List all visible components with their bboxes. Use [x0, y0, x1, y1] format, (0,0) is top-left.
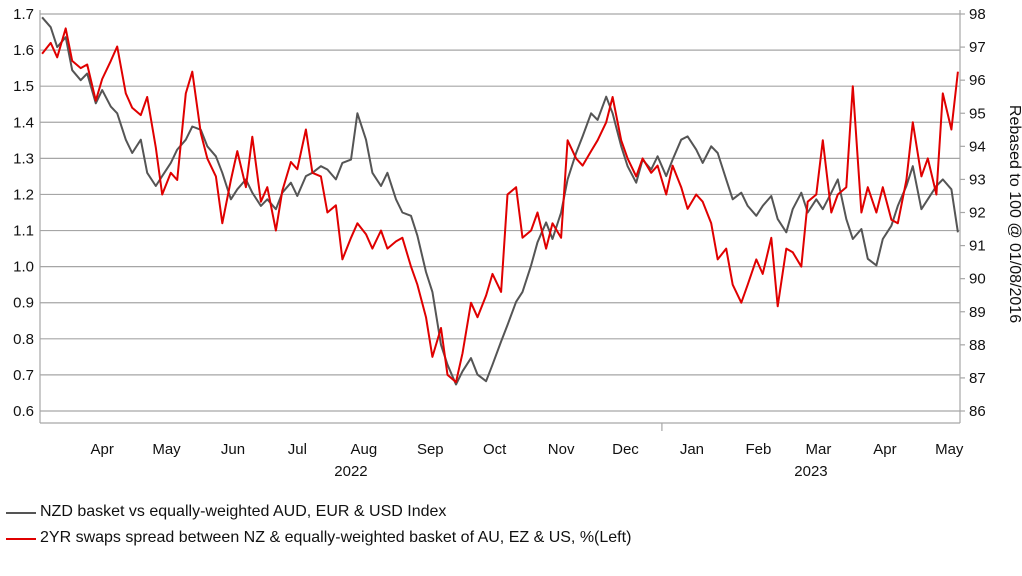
x-month-label-2: Jun — [221, 441, 245, 458]
x-month-label-13: May — [935, 441, 964, 458]
y-right-tick-label-1: 87 — [969, 370, 986, 387]
y-axis-right-ticks: 86 87 88 89 90 91 92 93 94 95 96 97 98 — [960, 6, 986, 420]
y-right-tick-label-0: 86 — [969, 403, 986, 420]
legend-swatch-red — [6, 538, 36, 540]
y-right-tick-label-6: 92 — [969, 205, 986, 222]
legend-label-2yr-swaps: 2YR swaps spread between NZ & equally-we… — [40, 529, 632, 546]
legend-label-nzd-basket: NZD basket vs equally-weighted AUD, EUR … — [40, 503, 447, 520]
y-right-tick-label-4: 90 — [969, 271, 986, 288]
y-right-tick-label-10: 96 — [969, 72, 986, 89]
x-month-label-6: Oct — [483, 441, 507, 458]
x-month-label-8: Dec — [612, 441, 639, 458]
series-line-nzd-basket — [41, 16, 959, 386]
x-year-label-1: 2023 — [794, 463, 827, 480]
y-left-tick-label-11: 1.7 — [13, 6, 34, 23]
y-right-tick-label-2: 88 — [969, 337, 986, 354]
legend-item-nzd-basket: NZD basket vs equally-weighted AUD, EUR … — [6, 502, 666, 522]
x-axis-ticks: Apr May Jun Jul Aug Sep Oct Nov Dec Jan Feb Mar Apr M… — [91, 423, 964, 480]
y-right-tick-label-5: 91 — [969, 238, 986, 255]
legend-item-2yr-swaps: 2YR swaps spread between NZ & equally-we… — [6, 528, 666, 548]
y-right-tick-label-8: 94 — [969, 138, 986, 155]
grid-lines — [40, 13, 960, 412]
x-year-label-0: 2022 — [334, 463, 367, 480]
axes — [39, 10, 961, 424]
y-right-tick-label-9: 95 — [969, 105, 986, 122]
x-month-label-5: Sep — [417, 441, 444, 458]
chart: 0.60.70.80.91.01.11.21.31.41.51.61.7 868… — [13, 6, 1022, 480]
y-axis-left-ticks: 0.6 0.7 0.8 0.9 1.0 1.1 1.2 1.3 1.4 1.5 1.6 1.7 — [13, 6, 34, 420]
y-left-tick-label-1: 0.7 — [13, 367, 34, 384]
x-month-label-7: Nov — [548, 441, 575, 458]
x-month-label-1: May — [152, 441, 181, 458]
y-right-tick-label-11: 97 — [969, 39, 986, 56]
y-right-tick-label-3: 89 — [969, 304, 986, 321]
y-left-tick-label-2: 0.8 — [13, 331, 34, 348]
legend-swatch-grey — [6, 512, 36, 514]
y-left-tick-label-7: 1.3 — [13, 150, 34, 167]
series-line-2yr-swaps — [41, 27, 959, 384]
y-left-tick-label-4: 1.0 — [13, 259, 34, 276]
y-left-tick-label-9: 1.5 — [13, 78, 34, 95]
y-left-tick-label-10: 1.6 — [13, 42, 34, 59]
y-right-tick-label-7: 93 — [969, 171, 986, 188]
x-month-label-11: Mar — [806, 441, 832, 458]
x-month-label-9: Jan — [680, 441, 704, 458]
series-lines — [41, 16, 959, 386]
x-month-label-3: Jul — [288, 441, 307, 458]
y-axis-right-label: Rebased to 100 @ 01/08/2016 — [1006, 105, 1022, 323]
x-month-label-12: Apr — [873, 441, 896, 458]
legend: NZD basket vs equally-weighted AUD, EUR … — [6, 502, 666, 554]
y-left-tick-label-5: 1.1 — [13, 223, 34, 240]
y-left-tick-label-0: 0.6 — [13, 403, 34, 420]
x-month-label-0: Apr — [91, 441, 114, 458]
x-month-label-10: Feb — [745, 441, 771, 458]
y-right-tick-label-12: 98 — [969, 6, 986, 23]
y-left-tick-label-8: 1.4 — [13, 114, 34, 131]
x-month-label-4: Aug — [350, 441, 377, 458]
y-left-tick-label-6: 1.2 — [13, 186, 34, 203]
y-left-tick-label-3: 0.9 — [13, 295, 34, 312]
